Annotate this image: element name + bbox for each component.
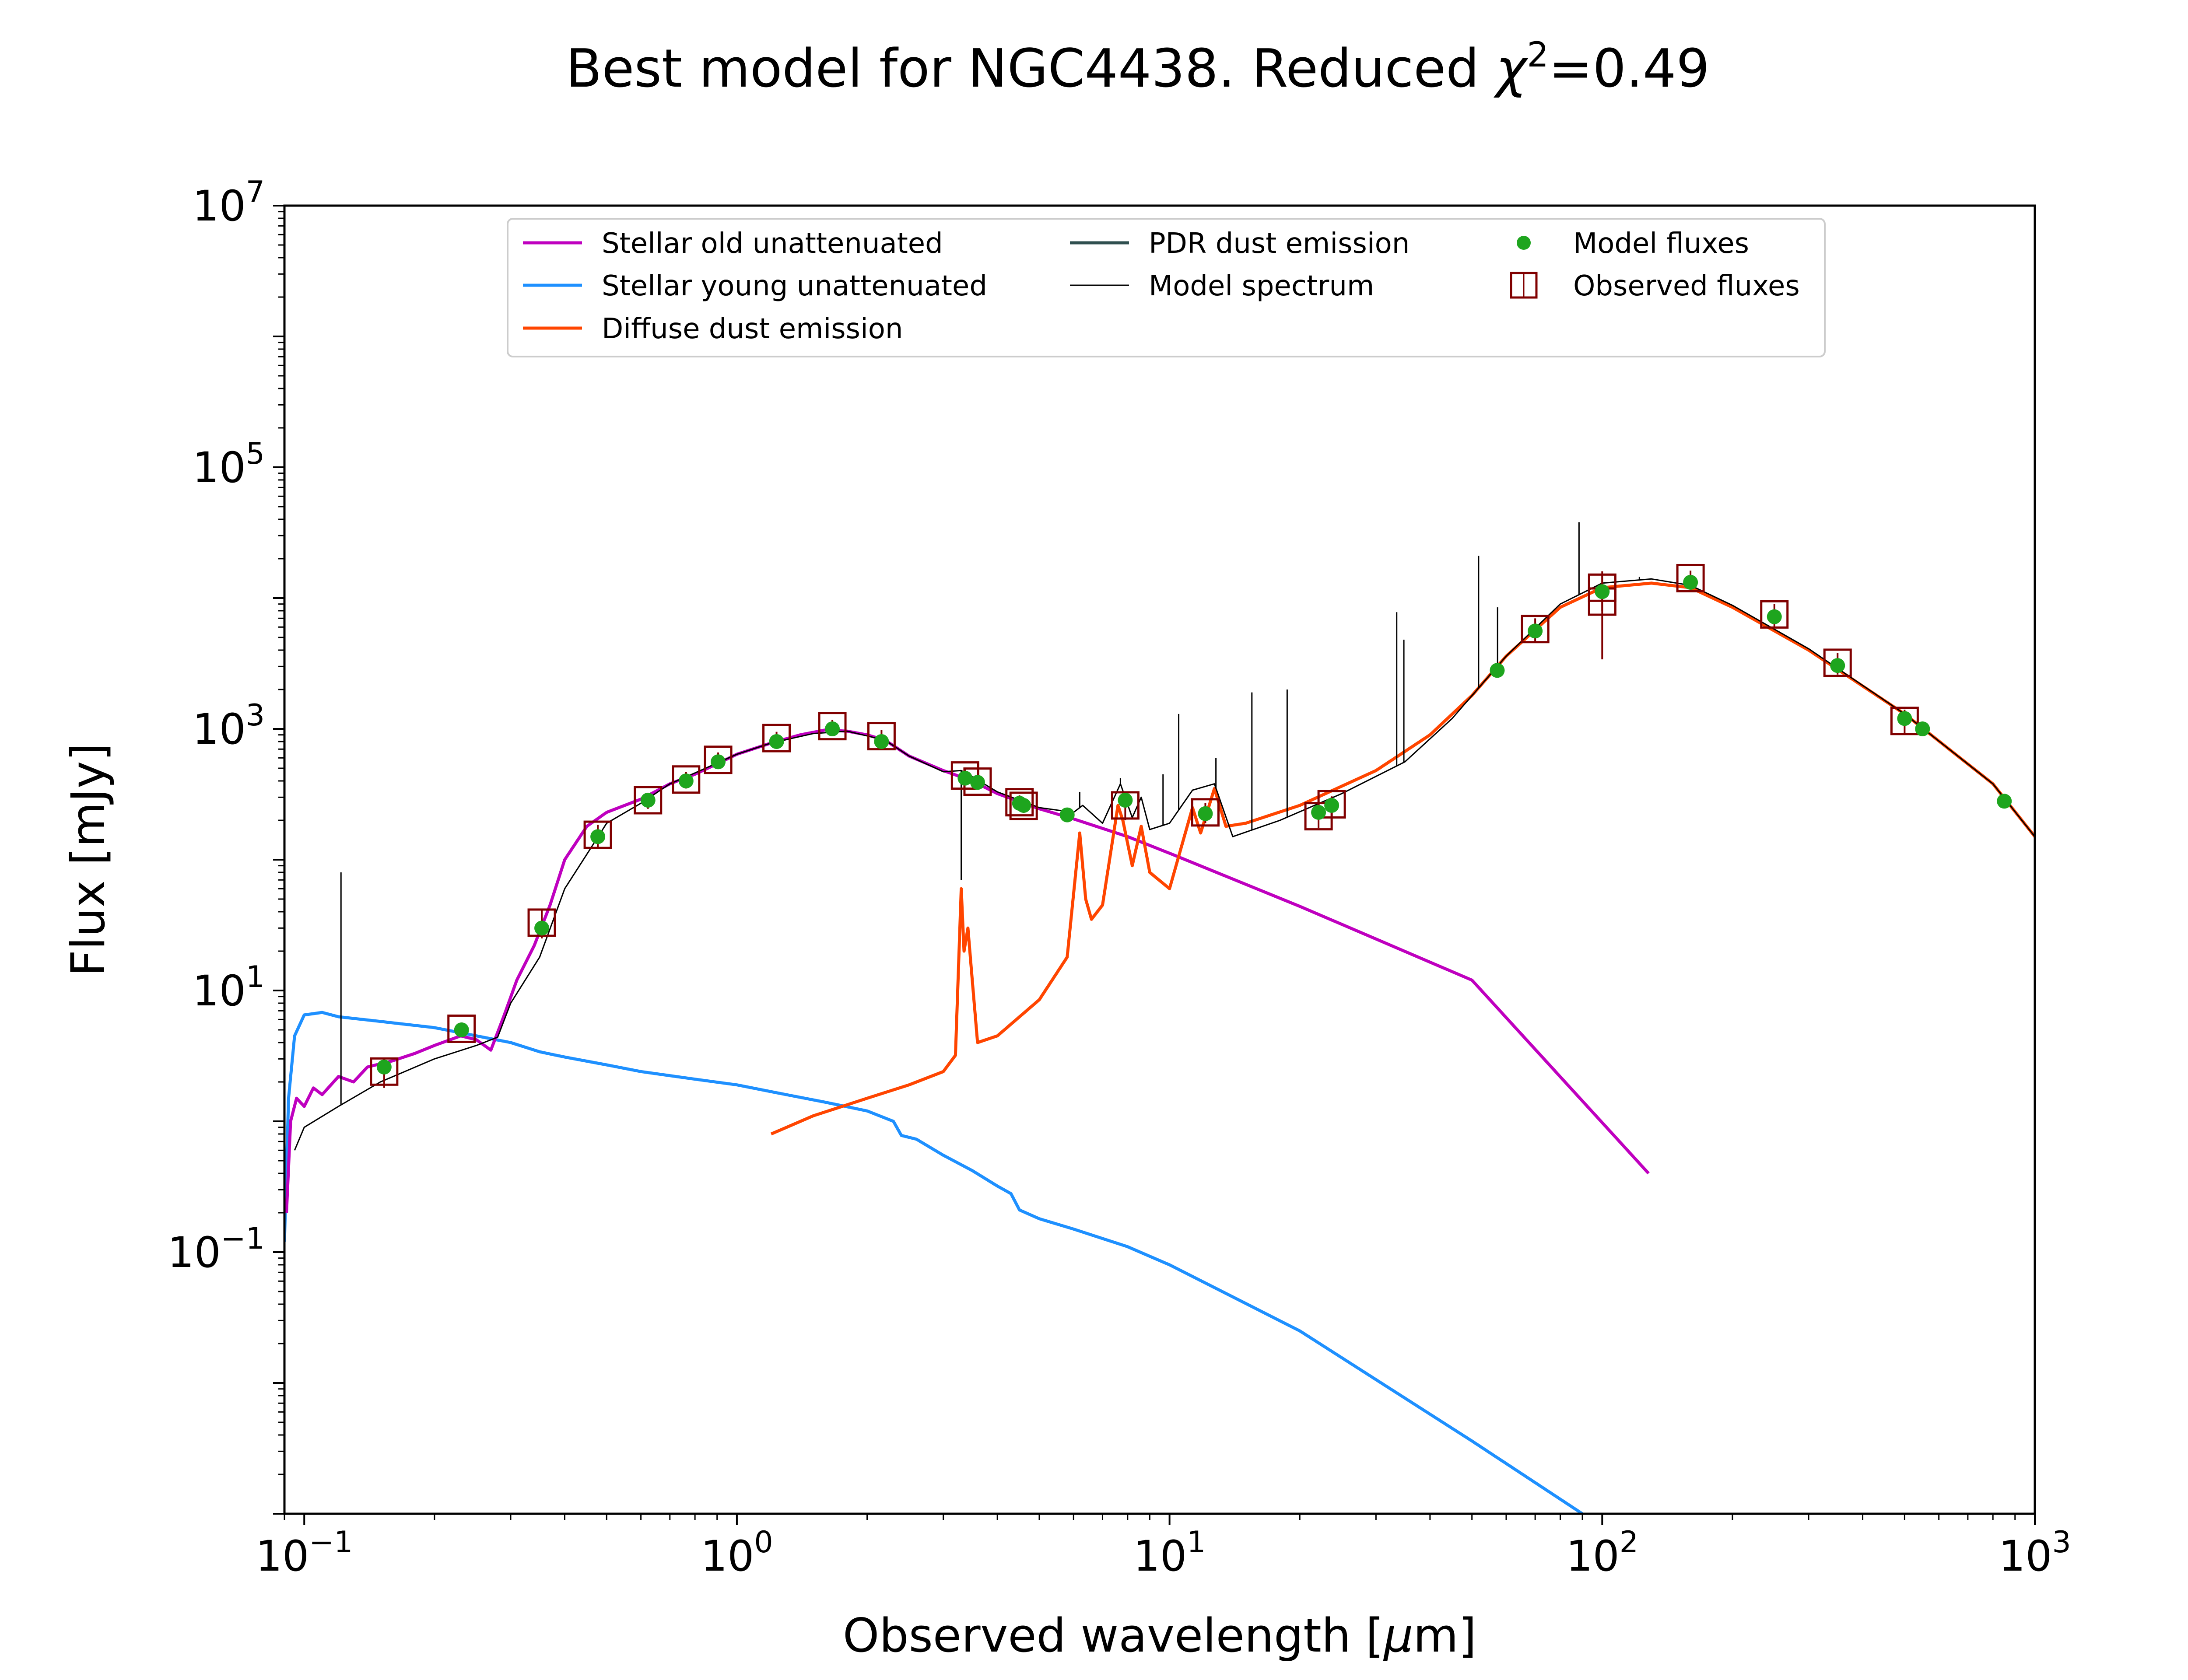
observed-flux-1 — [447, 1014, 476, 1043]
model-flux-25 — [1897, 711, 1912, 726]
observed-flux-3 — [583, 820, 612, 849]
observed-flux-2 — [527, 908, 556, 937]
x-tick-label: 101 — [1133, 1525, 1206, 1581]
observed-flux-0 — [370, 1057, 399, 1086]
legend-entry-1: Stellar young unattenuated — [523, 270, 987, 302]
legend-label: Model spectrum — [1149, 270, 1374, 302]
legend-entry-6: Observed fluxes — [1510, 270, 1800, 302]
observed-flux-18 — [1521, 615, 1550, 644]
model-flux-8 — [825, 721, 840, 736]
model-flux-9 — [874, 734, 889, 749]
model-flux-11 — [970, 775, 985, 790]
observed-flux-23 — [1823, 648, 1852, 677]
model-flux-17 — [1311, 805, 1326, 820]
legend-label: Model fluxes — [1573, 228, 1749, 260]
model-flux-24 — [1830, 658, 1845, 673]
y-tick-label: 105 — [193, 437, 265, 492]
x-axis: 10−1 100 101 102 103 — [256, 1514, 2071, 1581]
x-axis-label: Observed wavelength [μm] — [843, 1609, 1476, 1662]
chart-title: Best model for NGC4438. Reduced χ2=0.49 — [566, 35, 1710, 99]
x-tick-label: 10−1 — [256, 1525, 353, 1581]
model-flux-10 — [957, 770, 973, 786]
y-tick-label: 103 — [193, 698, 265, 754]
legend-label: PDR dust emission — [1149, 228, 1410, 260]
model-flux-13 — [1016, 798, 1031, 813]
observed-flux-8 — [818, 712, 847, 741]
legend-box — [507, 218, 1826, 357]
model-flux-19 — [1490, 663, 1505, 678]
legend-entry-5: Model fluxes — [1517, 228, 1749, 260]
legend-entry-4: Model spectrum — [1070, 270, 1374, 302]
model-flux-18 — [1324, 798, 1339, 813]
observed-flux-24 — [1890, 707, 1919, 735]
model-flux-22 — [1683, 574, 1698, 590]
observed-flux-21 — [1676, 564, 1705, 592]
y-tick-label: 101 — [193, 960, 265, 1015]
x-tick-label: 102 — [1566, 1525, 1638, 1581]
observed-flux-9 — [867, 722, 896, 751]
legend: Stellar old unattenuated Stellar young un… — [507, 218, 1826, 357]
x-tick-label: 103 — [1999, 1525, 2071, 1581]
legend-label: Observed fluxes — [1573, 270, 1800, 302]
model-flux-3 — [590, 829, 606, 844]
model-flux-16 — [1198, 806, 1213, 821]
legend-entry-2: Diffuse dust emission — [523, 313, 903, 345]
model-flux-14 — [1059, 807, 1075, 822]
legend-label: Stellar old unattenuated — [602, 228, 943, 260]
observed-flux-4 — [634, 786, 663, 815]
model-flux-21 — [1595, 584, 1610, 599]
legend-entry-3: PDR dust emission — [1070, 228, 1410, 260]
model-flux-5 — [678, 773, 694, 788]
observed-flux-15 — [1191, 798, 1220, 827]
legend-entry-0: Stellar old unattenuated — [523, 228, 943, 260]
model-flux-6 — [711, 754, 726, 770]
series-line-3 — [294, 578, 2035, 1151]
model-flux-23 — [1767, 609, 1782, 624]
model-flux-2 — [534, 920, 550, 936]
y-tick-label: 107 — [193, 175, 265, 231]
model-flux-1 — [454, 1022, 469, 1038]
observed-flux-7 — [762, 724, 791, 752]
model-flux-4 — [640, 793, 656, 808]
series-line-1 — [284, 1011, 1584, 1514]
model-flux-7 — [769, 734, 784, 749]
marker-layer — [370, 564, 2012, 1088]
model-flux-15 — [1118, 793, 1133, 808]
legend-label: Stellar young unattenuated — [602, 270, 987, 302]
observed-flux-5 — [672, 765, 701, 794]
y-axis: 10−1 101 103 105 107 — [168, 175, 284, 1515]
observed-flux-14 — [1111, 791, 1140, 820]
observed-flux-22 — [1760, 600, 1789, 629]
y-axis-label: Flux [mJy] — [61, 743, 115, 976]
y-tick-label: 10−1 — [168, 1222, 265, 1277]
model-flux-20 — [1528, 623, 1543, 639]
x-tick-label: 100 — [701, 1525, 773, 1581]
model-flux-0 — [376, 1059, 392, 1074]
observed-flux-12 — [1005, 788, 1034, 817]
observed-flux-17 — [1317, 790, 1346, 819]
observed-flux-6 — [704, 746, 733, 774]
model-flux-27 — [1997, 794, 2012, 809]
observed-flux-13 — [1009, 791, 1038, 820]
series-line-0 — [285, 728, 1650, 1213]
plot-area — [284, 206, 2035, 1514]
legend-swatch — [1517, 236, 1531, 250]
legend-label: Diffuse dust emission — [602, 313, 903, 345]
model-flux-26 — [1915, 721, 1930, 736]
